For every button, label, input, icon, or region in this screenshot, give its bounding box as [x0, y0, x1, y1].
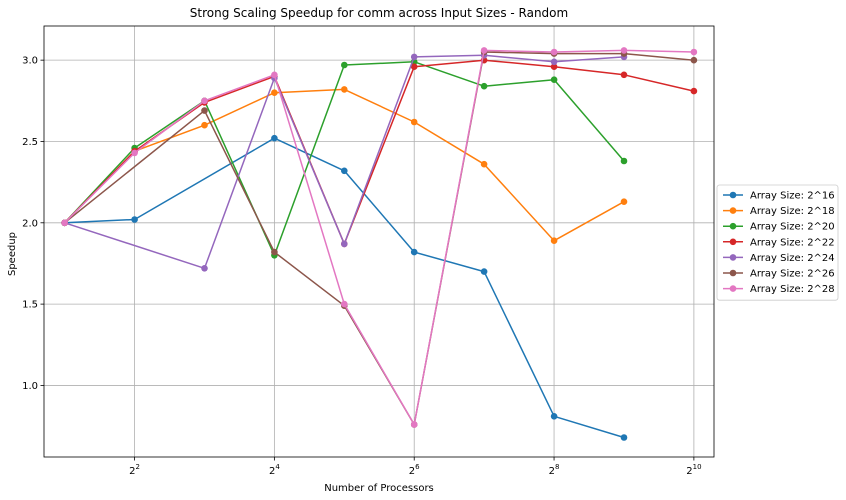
data-point	[690, 48, 698, 56]
legend-swatch-marker	[729, 285, 737, 292]
legend-item: Array Size: 2^22	[723, 237, 835, 248]
y-axis-label: Speedup	[7, 232, 18, 276]
y-tick-label: 1.5	[22, 300, 38, 311]
data-point	[201, 121, 208, 129]
data-point	[341, 61, 348, 69]
data-point	[271, 71, 278, 79]
data-point	[690, 56, 698, 64]
data-point	[341, 240, 348, 248]
series-line	[64, 137, 625, 439]
series-line	[64, 54, 625, 270]
legend-item: Array Size: 2^24	[723, 253, 835, 264]
legend-label: Array Size: 2^26	[750, 269, 835, 280]
legend-label: Array Size: 2^22	[750, 237, 835, 248]
legend-label: Array Size: 2^16	[750, 191, 835, 202]
series-layer	[61, 47, 698, 441]
data-point	[131, 149, 138, 157]
data-point	[620, 71, 628, 79]
legend-item: Array Size: 2^16	[723, 191, 835, 202]
data-point	[201, 107, 208, 114]
data-point	[550, 58, 558, 66]
legend-item: Array Size: 2^26	[723, 269, 835, 280]
chart-title: Strong Scaling Speedup for comm across I…	[190, 6, 568, 20]
data-point	[271, 134, 278, 142]
data-point	[341, 300, 348, 308]
data-point	[480, 82, 488, 90]
legend-swatch-marker	[729, 207, 737, 214]
data-point	[620, 434, 628, 441]
data-point	[620, 47, 628, 54]
x-tick-label: 28	[549, 463, 560, 477]
y-tick-label: 1.0	[22, 381, 38, 392]
grid	[44, 26, 714, 457]
data-point	[410, 53, 418, 61]
axes: 22 24 26 28 210 1.0 1.5 2.0 2.5 3.0	[22, 56, 701, 477]
legend-swatch-marker	[729, 191, 737, 199]
legend-item: Array Size: 2^20	[723, 222, 835, 233]
y-tick-label: 2.0	[22, 218, 38, 229]
x-tick-label: 210	[686, 463, 701, 477]
data-point	[690, 87, 698, 95]
legend-label: Array Size: 2^24	[750, 253, 835, 264]
data-point	[131, 216, 138, 223]
x-axis-label: Number of Processors	[324, 483, 434, 494]
data-point	[341, 86, 348, 93]
legend-box	[716, 184, 839, 301]
data-point	[410, 248, 418, 256]
data-point	[201, 265, 208, 272]
y-tick-label: 3.0	[22, 56, 38, 67]
data-point	[61, 219, 68, 227]
legend-swatch-marker	[729, 238, 737, 246]
plot-frame	[43, 25, 715, 458]
legend-label: Array Size: 2^18	[750, 206, 835, 217]
x-tick-label: 24	[269, 463, 280, 477]
series-line	[64, 49, 694, 426]
y-tick-label: 2.5	[22, 137, 38, 148]
series-1	[61, 134, 628, 441]
data-point	[410, 118, 418, 126]
data-point	[550, 413, 558, 420]
data-point	[410, 63, 418, 70]
legend-label: Array Size: 2^20	[750, 222, 835, 233]
data-point	[550, 63, 558, 70]
data-point	[410, 421, 418, 428]
data-point	[480, 47, 488, 54]
series-7	[61, 47, 698, 428]
x-tick-label: 26	[409, 463, 420, 477]
x-tick-label: 22	[129, 463, 140, 477]
data-point	[341, 167, 348, 175]
legend-swatch-marker	[729, 254, 737, 261]
data-point	[550, 237, 558, 244]
legend-label: Array Size: 2^28	[750, 284, 835, 295]
data-point	[271, 248, 278, 256]
data-point	[550, 76, 558, 83]
legend: Array Size: 2^16 Array Size: 2^18 Array Si…	[716, 184, 839, 301]
legend-item: Array Size: 2^18	[723, 206, 835, 217]
data-point	[201, 97, 208, 105]
legend-swatch-marker	[729, 222, 737, 230]
data-point	[480, 268, 488, 275]
legend-swatch-marker	[729, 269, 737, 277]
data-point	[480, 160, 488, 168]
data-point	[620, 157, 628, 165]
data-point	[271, 89, 278, 96]
legend-item: Array Size: 2^28	[723, 284, 835, 295]
data-point	[620, 198, 628, 205]
data-point	[550, 48, 558, 56]
